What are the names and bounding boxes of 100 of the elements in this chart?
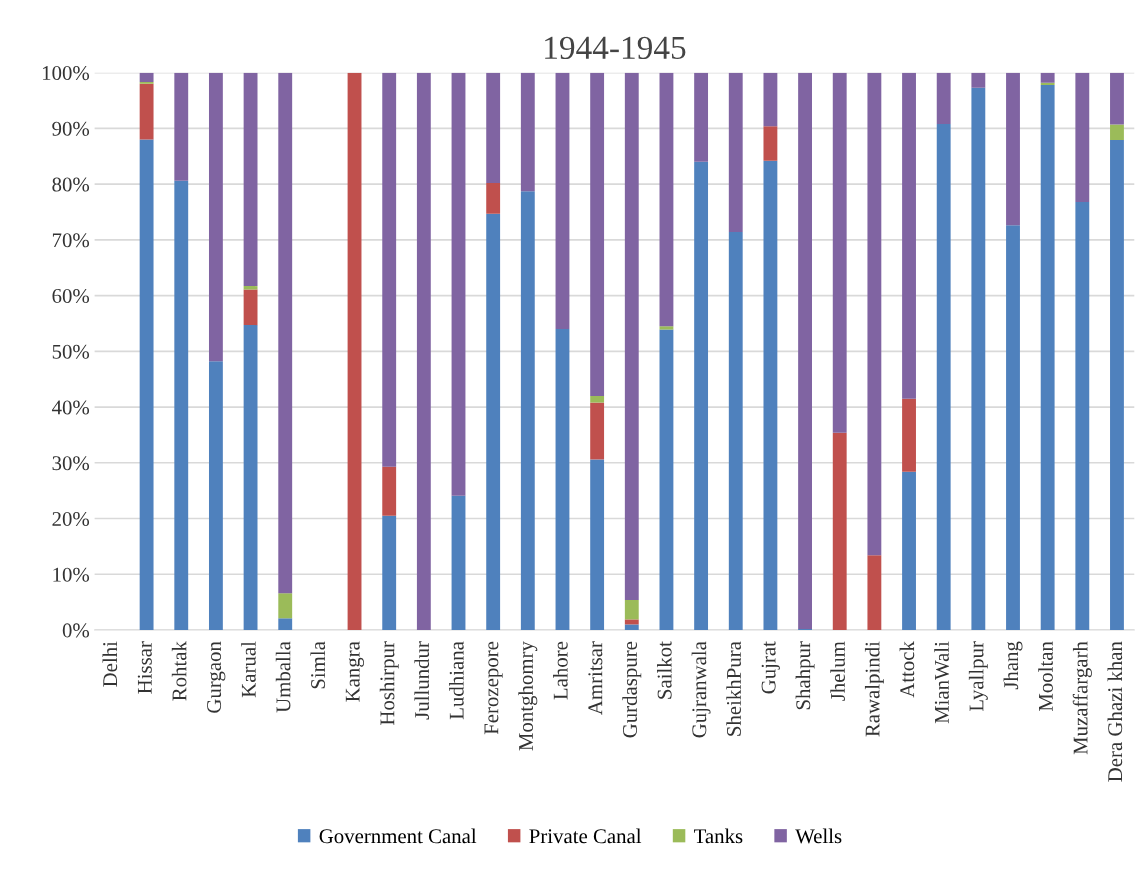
x-tick-label: Kangra	[345, 641, 364, 702]
legend-label: Government Canal	[319, 828, 477, 844]
bar	[590, 72, 605, 396]
bar	[1040, 84, 1055, 630]
bar	[520, 191, 535, 630]
x-tick-label: Amritsar	[588, 641, 603, 715]
x-tick-label: Lyallpur	[968, 641, 988, 712]
legend-label: Tanks	[694, 828, 743, 844]
bar	[936, 123, 951, 630]
bar	[763, 126, 778, 161]
x-tick-label: Gujrat	[761, 641, 780, 694]
x-tick-label: Hissar	[137, 641, 152, 694]
bar	[451, 495, 466, 630]
bar	[798, 72, 812, 629]
bar	[867, 555, 882, 630]
bar	[936, 72, 951, 124]
y-tick-label: 10%	[53, 567, 90, 582]
bar	[659, 329, 674, 630]
bar	[624, 72, 639, 600]
bar	[555, 72, 570, 330]
y-tick-label: 70%	[52, 233, 90, 248]
legend-label: Private Canal	[529, 828, 642, 844]
bar	[1110, 72, 1124, 125]
x-tick-label: Jhang	[1003, 641, 1023, 690]
bar	[243, 72, 258, 287]
bar	[278, 593, 293, 619]
bar	[139, 83, 154, 140]
bar	[902, 72, 916, 399]
x-tick-label: Jullundur	[414, 641, 430, 720]
bar	[902, 398, 916, 472]
bar	[659, 72, 674, 327]
x-tick-label: Ludhiana	[449, 641, 464, 720]
x-tick-label: Attock	[899, 641, 915, 698]
x-tick-label: Sailkot	[657, 641, 672, 699]
x-tick-label: Muzaffargarh	[1072, 641, 1092, 755]
x-tick-label: Ferozepore	[484, 641, 503, 735]
bar	[659, 326, 674, 330]
bar	[416, 72, 431, 630]
x-tick-label: Simla	[310, 641, 326, 689]
bar	[1110, 124, 1124, 141]
x-tick-label: Gujranwala	[691, 641, 711, 738]
y-tick-label: 50%	[52, 344, 90, 359]
bar	[624, 619, 639, 625]
bar	[728, 72, 743, 233]
bar	[555, 329, 570, 630]
bar	[763, 72, 778, 127]
bar	[382, 466, 397, 516]
bar	[243, 289, 258, 326]
bar	[139, 139, 154, 630]
x-tick-label: Karual	[241, 641, 256, 698]
bar	[208, 72, 223, 362]
bar	[590, 395, 605, 403]
bar	[347, 72, 362, 630]
bar	[520, 72, 535, 192]
x-tick-label: Hoshirpur	[379, 641, 399, 725]
x-tick-label: Montghomry	[518, 641, 538, 751]
bar	[624, 624, 639, 630]
bar	[243, 286, 258, 290]
y-tick-label: 90%	[52, 121, 90, 136]
legend-label: Wells	[795, 828, 842, 844]
bar	[1110, 140, 1124, 630]
x-tick-label: Mooltan	[1038, 641, 1053, 712]
bar	[451, 72, 466, 496]
bar	[1075, 201, 1090, 630]
bar	[590, 459, 605, 630]
x-tick-label: Delhi	[102, 641, 118, 687]
bar	[728, 232, 743, 630]
bar	[174, 72, 189, 181]
bar	[867, 72, 882, 556]
bar	[694, 72, 709, 162]
y-tick-label: 80%	[52, 177, 90, 192]
bar	[486, 182, 501, 214]
bar	[382, 515, 397, 630]
x-tick-label: Lahore	[553, 641, 568, 700]
bar	[139, 72, 154, 83]
bar	[590, 402, 605, 460]
x-tick-label: Umballa	[275, 641, 291, 713]
chart-title: 1944-1945	[545, 36, 686, 60]
bar	[278, 618, 293, 630]
bar	[763, 160, 778, 630]
bar	[971, 87, 986, 630]
x-tick-label: Rawalpindi	[864, 641, 884, 737]
bar	[243, 325, 258, 630]
bar	[174, 180, 189, 630]
x-tick-label: Dera Ghazi khan	[1107, 641, 1123, 782]
y-tick-label: 0%	[62, 623, 90, 638]
bar	[278, 72, 293, 594]
bar	[1040, 72, 1055, 83]
bar	[832, 72, 847, 433]
x-tick-label: SheikhPura	[726, 641, 741, 736]
x-tick-label: Gurgaon	[207, 641, 226, 713]
bar	[694, 161, 709, 630]
y-tick-label: 60%	[52, 288, 90, 304]
bar	[1006, 72, 1020, 226]
bar	[208, 361, 223, 630]
y-tick-label: 30%	[52, 456, 90, 471]
x-tick-label: Rohtak	[171, 641, 187, 701]
x-tick-label: Jhelum	[830, 641, 845, 701]
y-tick-label: 20%	[52, 511, 90, 527]
bar	[902, 471, 916, 630]
